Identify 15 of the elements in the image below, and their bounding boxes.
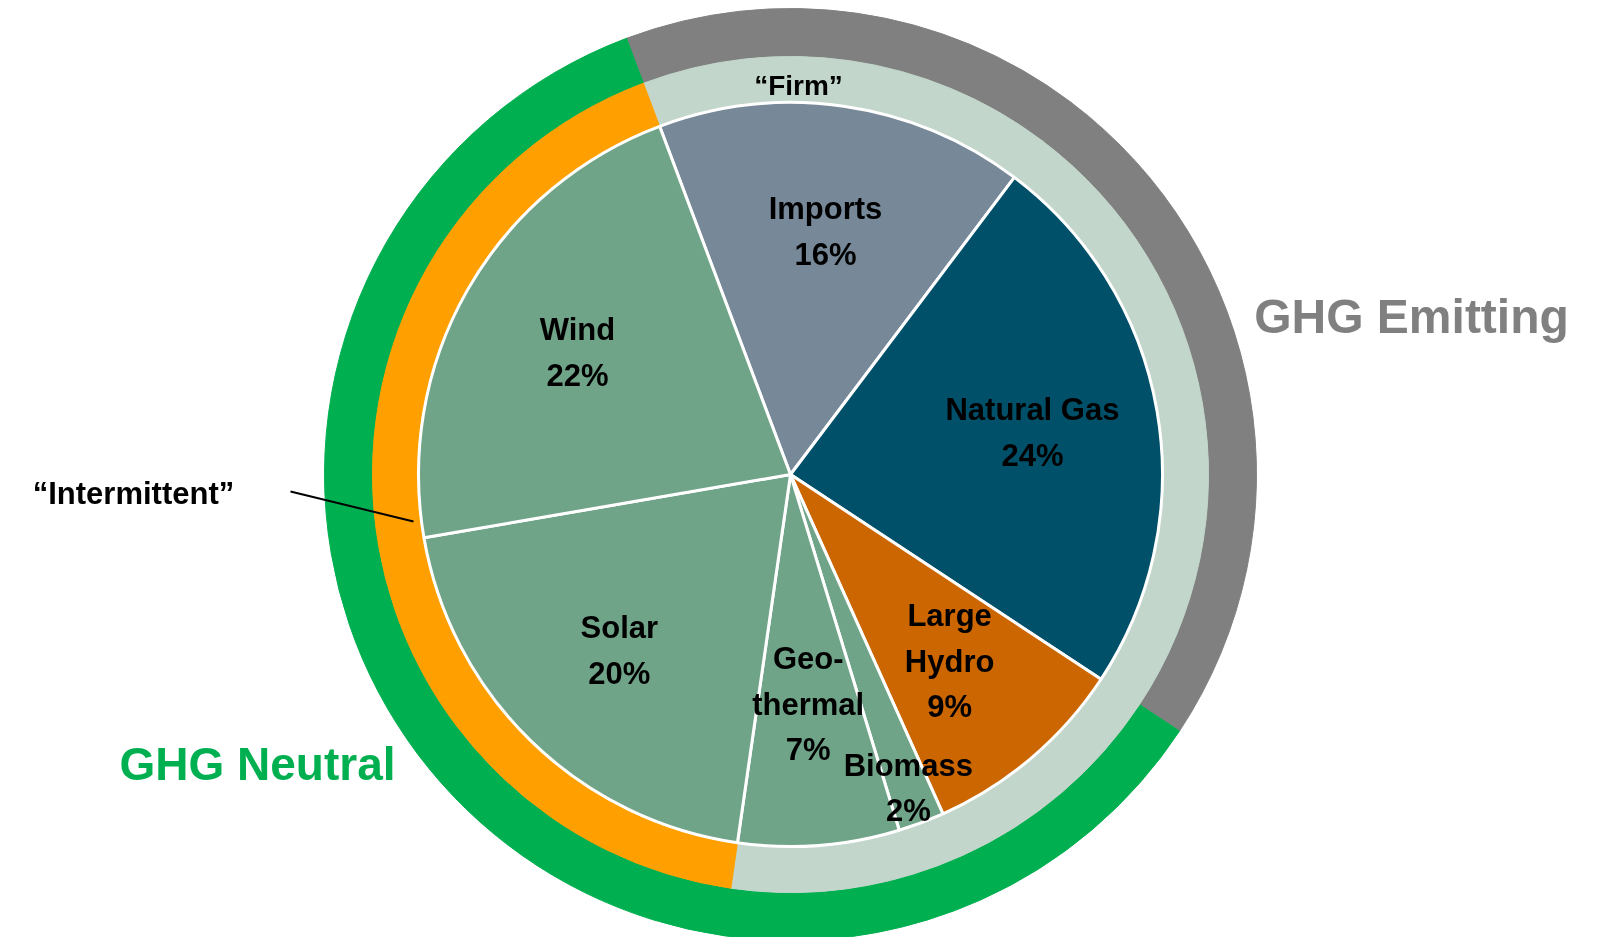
text: GHG Neutral [119,737,396,790]
text: 9% [927,689,973,725]
text: 16% [794,236,857,272]
text: “Intermittent” [32,476,235,511]
text: “Firm” [754,70,843,101]
slice-label: Natural Gas [945,392,1120,428]
text: 7% [785,732,831,768]
slice-label: Wind [539,312,616,348]
text: 24% [1001,437,1064,473]
text: 22% [546,357,609,393]
text: 20% [588,655,651,691]
text: GHG Emitting [1254,290,1569,343]
slice-label: Solar [580,610,659,646]
slice-label: Large Hydro [904,598,995,679]
slice-label: Imports [768,191,883,227]
